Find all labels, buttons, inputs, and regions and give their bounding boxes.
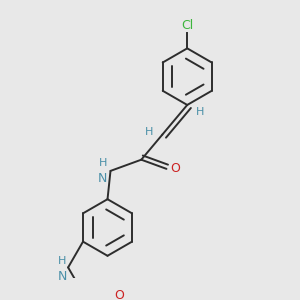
Text: H: H: [58, 256, 67, 266]
Text: N: N: [98, 172, 107, 184]
Text: H: H: [196, 107, 205, 117]
Text: O: O: [114, 289, 124, 300]
Text: O: O: [170, 162, 180, 176]
Text: H: H: [98, 158, 107, 168]
Text: N: N: [57, 269, 67, 283]
Text: Cl: Cl: [181, 19, 194, 32]
Text: H: H: [145, 127, 153, 136]
